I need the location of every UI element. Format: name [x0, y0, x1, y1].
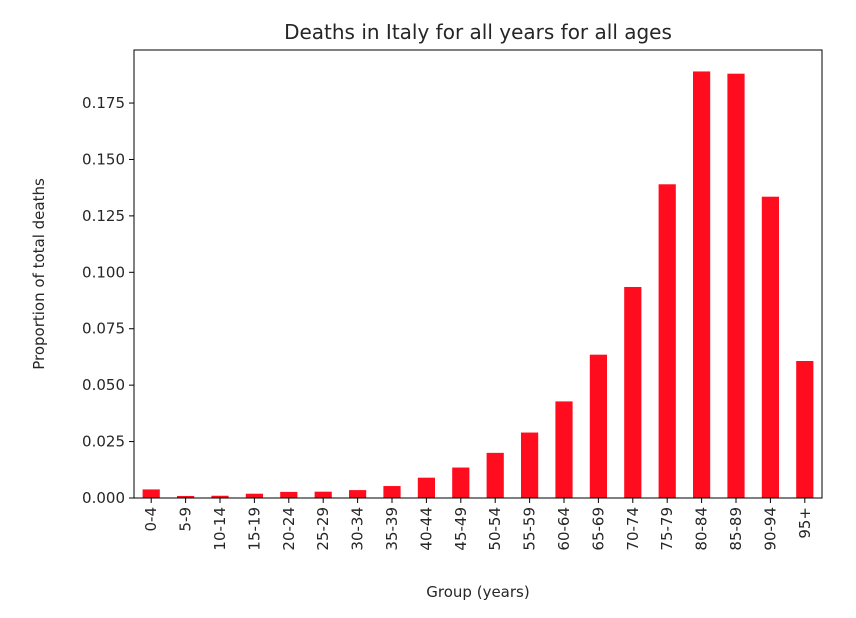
- y-axis: 0.000 0.025 0.050 0.075 0.100 0.125 0.150 0.175: [82, 94, 134, 507]
- bar-75-79: [658, 184, 676, 498]
- chart-title: Deaths in Italy for all years for all ag…: [284, 20, 672, 44]
- x-tick-label: 80-84: [693, 507, 711, 551]
- x-tick-label: 0-4: [142, 507, 160, 532]
- x-tick-label: 65-69: [589, 507, 607, 551]
- bar-0-4: [142, 489, 160, 498]
- bar-10-14: [211, 495, 229, 498]
- x-tick-label: 5-9: [177, 507, 195, 532]
- bar-45-49: [452, 467, 470, 498]
- bar-85-89: [727, 73, 745, 499]
- x-axis-label: Group (years): [426, 583, 529, 601]
- bar-25-29: [314, 491, 332, 498]
- x-tick-label: 45-49: [452, 507, 470, 551]
- plot-frame: [133, 49, 823, 499]
- bar-35-39: [383, 486, 401, 498]
- y-tick-label: 0.000: [82, 489, 125, 507]
- y-tick-label: 0.150: [82, 150, 125, 168]
- bar-55-59: [521, 432, 539, 498]
- x-tick-label: 30-34: [349, 507, 367, 551]
- x-tick-label: 15-19: [245, 507, 263, 551]
- bar-70-74: [624, 286, 642, 498]
- bar-65-69: [589, 354, 607, 498]
- x-axis: 0-4 5-9 10-14 15-19 20-24 25-29 30-34 35-39 40-4…: [142, 498, 814, 551]
- y-tick-label: 0.075: [82, 320, 125, 338]
- bar-90-94: [761, 196, 779, 498]
- y-tick-label: 0.175: [82, 94, 125, 112]
- bar-95+: [796, 361, 814, 498]
- x-tick-label: 35-39: [383, 507, 401, 551]
- y-tick-label: 0.025: [82, 433, 125, 451]
- x-tick-label: 55-59: [521, 507, 539, 551]
- bar-5-9: [177, 495, 195, 498]
- x-tick-label: 90-94: [761, 507, 779, 551]
- bar-80-84: [693, 71, 711, 499]
- bars-group: [142, 71, 814, 499]
- y-tick-label: 0.125: [82, 207, 125, 225]
- x-tick-label: 75-79: [658, 507, 676, 551]
- x-tick-label: 25-29: [314, 507, 332, 551]
- bar-60-64: [555, 401, 573, 498]
- x-tick-label: 10-14: [211, 507, 229, 551]
- bar-20-24: [280, 491, 298, 498]
- bar-30-34: [349, 490, 367, 498]
- x-tick-label: 85-89: [727, 507, 745, 551]
- x-tick-label: 20-24: [280, 507, 298, 551]
- y-axis-label: Proportion of total deaths: [30, 178, 48, 370]
- y-tick-label: 0.100: [82, 263, 125, 281]
- x-tick-label: 70-74: [624, 507, 642, 551]
- bar-40-44: [417, 477, 435, 498]
- y-tick-label: 0.050: [82, 376, 125, 394]
- x-tick-label: 40-44: [417, 507, 435, 551]
- bar-15-19: [245, 493, 263, 498]
- x-tick-label: 50-54: [486, 507, 504, 551]
- x-tick-label: 95+: [796, 507, 814, 539]
- x-tick-label: 60-64: [555, 507, 573, 551]
- bar-50-54: [486, 452, 504, 498]
